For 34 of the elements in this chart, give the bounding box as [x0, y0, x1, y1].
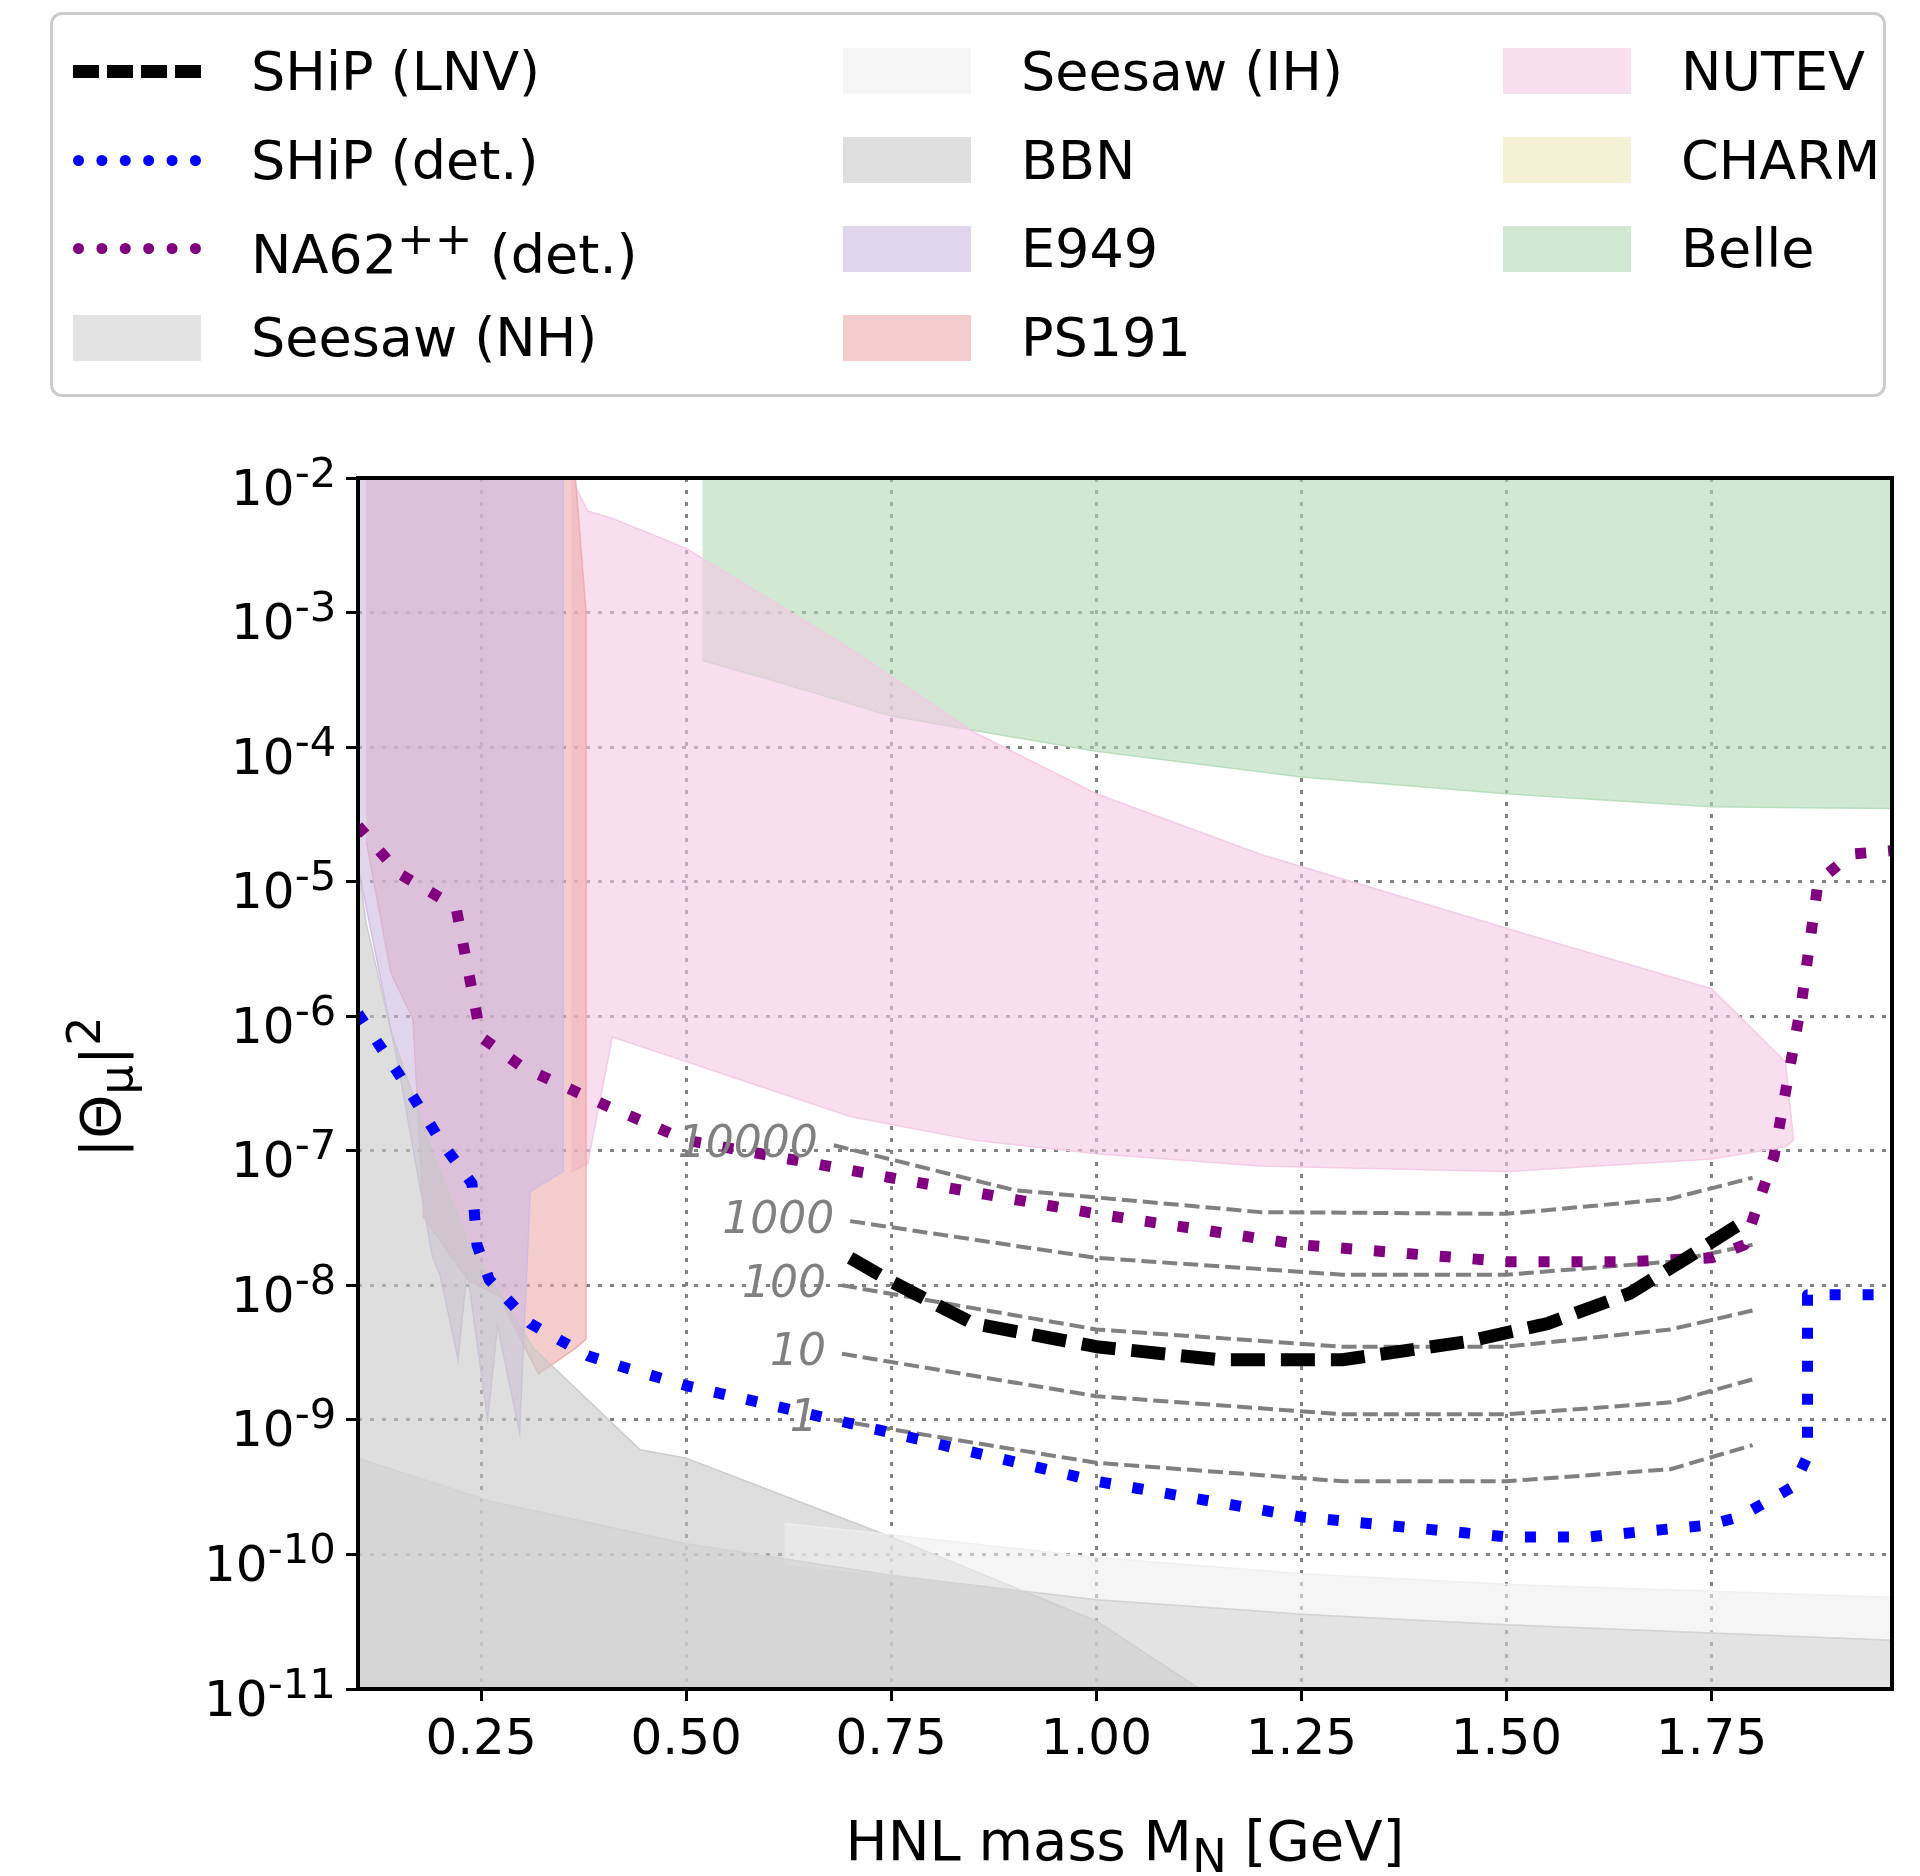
- legend-label: Seesaw (NH): [251, 306, 598, 370]
- y-tick-label: 10$^{-2}$: [231, 447, 337, 517]
- y-tick-label: 10$^{-4}$: [231, 716, 337, 786]
- y-tick-label: 10$^{-7}$: [231, 1120, 337, 1189]
- x-tick-label: 1.00: [1040, 1707, 1152, 1766]
- legend-label: BBN: [1021, 128, 1136, 192]
- y-tick-label: 10$^{-9}$: [231, 1389, 337, 1459]
- legend-label: NA62$^{++}$ (det.): [251, 211, 638, 286]
- annotation: 10000: [677, 1115, 818, 1167]
- legend-label: Seesaw (IH): [1021, 39, 1343, 103]
- legend-label: E949: [1021, 217, 1159, 281]
- x-tick-label: 0.75: [835, 1707, 947, 1766]
- x-tick-label: 1.75: [1655, 1707, 1768, 1766]
- legend-label: NUTEV: [1681, 39, 1865, 103]
- y-tick-label: 10$^{-8}$: [231, 1254, 337, 1324]
- legend-label: CHARM: [1681, 128, 1881, 192]
- y-tick-label: 10$^{-10}$: [204, 1523, 336, 1593]
- x-tick-label: 1.25: [1245, 1707, 1358, 1766]
- annotation: 10: [769, 1324, 826, 1376]
- legend-label: SHiP (LNV): [251, 39, 541, 103]
- x-axis-title: HNL mass M$_{N}$ [GeV]: [845, 1808, 1405, 1876]
- y-tick-label: 10$^{-11}$: [204, 1658, 336, 1728]
- annotation: 100: [742, 1255, 826, 1307]
- annotation: 1000: [722, 1191, 835, 1243]
- y-tick-label: 10$^{-5}$: [231, 851, 337, 920]
- y-tick-label: 10$^{-6}$: [231, 985, 337, 1055]
- x-tick-label: 1.50: [1450, 1707, 1563, 1766]
- annotation: 1: [789, 1390, 818, 1442]
- legend-label: SHiP (det.): [251, 128, 539, 192]
- legend-label: PS191: [1021, 306, 1191, 370]
- legend-label: Belle: [1681, 217, 1815, 281]
- y-tick-label: 10$^{-3}$: [231, 582, 337, 651]
- x-tick-label: 0.50: [630, 1707, 742, 1766]
- x-tick-label: 0.25: [425, 1707, 537, 1766]
